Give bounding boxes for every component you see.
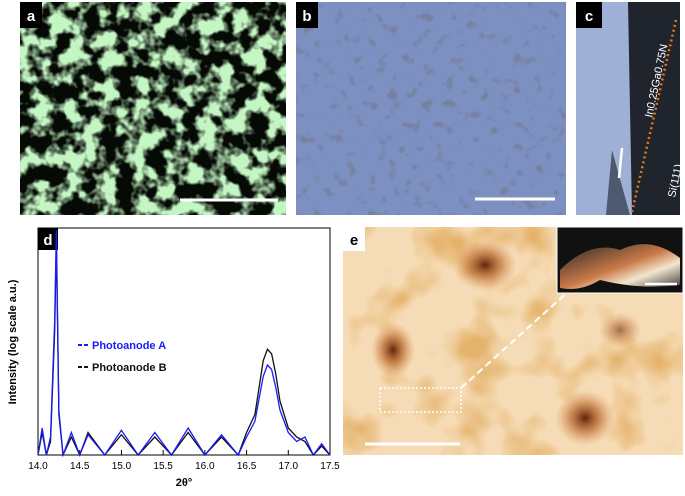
pit xyxy=(598,312,642,348)
panel-b: b xyxy=(296,2,566,215)
legend-label: Photoanode A xyxy=(92,340,166,352)
pit xyxy=(555,390,615,446)
plot-frame xyxy=(37,227,331,456)
pit xyxy=(371,322,415,378)
x-tick-label: 14.0 xyxy=(28,461,48,472)
x-tick-label: 17.0 xyxy=(279,461,299,472)
x-tick-label: 16.0 xyxy=(195,461,215,472)
inset-surface xyxy=(560,244,680,289)
x-tick-label: 17.5 xyxy=(320,461,340,472)
panel-label: c xyxy=(585,8,593,25)
data-line xyxy=(37,229,331,457)
x-axis-label: 2θ° xyxy=(176,477,192,489)
label-box xyxy=(20,2,42,28)
panel-d: d Intensity (log scale a.u.) 2θ° 14.0 14.… xyxy=(7,227,340,489)
micrograph-b-texture xyxy=(296,2,566,215)
panel-label: b xyxy=(302,8,311,25)
x-tick-label: 15.5 xyxy=(153,461,173,472)
label-box xyxy=(343,227,365,251)
x-tick-label: 14.5 xyxy=(70,461,90,472)
cleave-edge xyxy=(606,150,630,215)
panel-c: c In0.25Ga0.75N Si(111) xyxy=(576,2,685,215)
legend-label: Photoanode B xyxy=(92,362,167,374)
panel-e: e xyxy=(343,226,684,455)
label-box xyxy=(296,2,318,28)
zoom-box xyxy=(379,387,462,413)
x-tick-label: 16.5 xyxy=(237,461,257,472)
y-axis-label: Intensity (log scale a.u.) xyxy=(7,279,19,404)
label-box xyxy=(38,228,58,250)
micrograph-a-texture xyxy=(20,2,286,215)
panel-label: a xyxy=(27,8,36,25)
panel-label: d xyxy=(43,232,52,249)
scale-bar xyxy=(617,147,624,179)
label-box xyxy=(576,2,602,28)
x-tick-label: 15.0 xyxy=(112,461,132,472)
zoom-line xyxy=(460,289,571,389)
panel-label: e xyxy=(350,232,358,249)
pit xyxy=(453,239,517,291)
panel-a: a xyxy=(20,2,286,215)
